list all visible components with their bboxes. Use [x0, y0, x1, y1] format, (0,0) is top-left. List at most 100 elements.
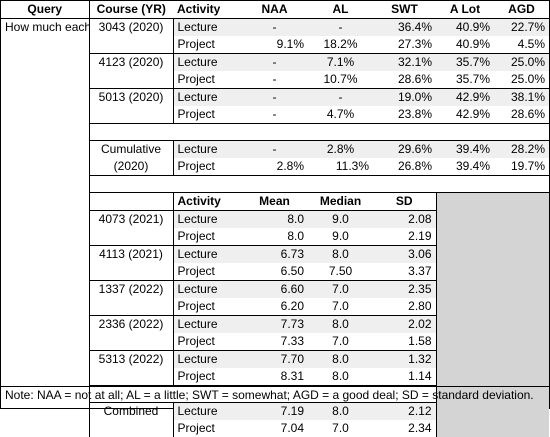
median-cell: 7.50 [308, 263, 373, 281]
median-cell: 8.0 [308, 316, 373, 334]
median-cell: 9.0 [308, 228, 373, 246]
activity-cell: Lecture [173, 281, 241, 299]
activity-cell: Lecture [173, 141, 241, 159]
spacer-row [1, 124, 549, 141]
mean-cell: 7.70 [241, 351, 308, 369]
activity-cell: Project [173, 333, 241, 351]
course-label: 5013 (2020) [89, 89, 173, 124]
activity-cell: Lecture [173, 316, 241, 334]
course-label: 5313 (2022) [89, 351, 173, 386]
naa-cell: - [241, 89, 308, 107]
activity-cell: Lecture [173, 19, 241, 37]
activity-cell: Lecture [173, 403, 241, 421]
alot-cell: 40.9% [436, 19, 494, 37]
activity-cell: Project [173, 298, 241, 316]
alot-cell: 35.7% [436, 54, 494, 72]
median-cell: 7.0 [308, 298, 373, 316]
activity-cell: Project [173, 158, 241, 176]
al-cell: 18.2% [308, 36, 373, 54]
median-cell: 7.0 [308, 333, 373, 351]
mean-cell: 7.33 [241, 333, 308, 351]
alot-cell: 42.9% [436, 89, 494, 107]
swt-cell: 32.1% [373, 54, 436, 72]
alot-cell: 39.4% [436, 158, 494, 176]
agd-cell: 25.0% [494, 54, 549, 72]
cumulative-label-line1: Cumulative [89, 141, 173, 159]
naa-cell: - [241, 71, 308, 89]
table-note: Note: NAA = not at all; AL = a little; S… [1, 387, 549, 405]
activity-cell: Lecture [173, 211, 241, 229]
median-cell: 8.0 [308, 368, 373, 386]
mean-cell: 8.31 [241, 368, 308, 386]
agd-cell: 28.2% [494, 141, 549, 159]
agd-cell: 19.7% [494, 158, 549, 176]
al-cell: 10.7% [308, 71, 373, 89]
spacer-row [1, 176, 549, 193]
mean-cell: 6.60 [241, 281, 308, 299]
agd-cell: 4.5% [494, 36, 549, 54]
al-cell: 2.8% [308, 141, 373, 159]
agd-cell: 38.1% [494, 89, 549, 107]
sd-cell: 1.32 [373, 351, 436, 369]
naa-cell: 2.8% [241, 158, 308, 176]
course-label: Combined [89, 403, 173, 437]
sd-cell: 3.37 [373, 263, 436, 281]
mean-cell: 6.50 [241, 263, 308, 281]
header-agd: AGD [494, 1, 549, 19]
activity-cell: Lecture [173, 89, 241, 107]
header-course: Course (YR) [89, 1, 173, 19]
course-label: 4123 (2020) [89, 54, 173, 89]
mean-cell: 8.0 [241, 228, 308, 246]
agd-cell: 22.7% [494, 19, 549, 37]
header-activity: Activity [173, 1, 241, 19]
al-cell: 11.3% [308, 158, 373, 176]
al-cell: - [308, 19, 373, 37]
header-swt: SWT [373, 1, 436, 19]
sd-cell: 2.35 [373, 281, 436, 299]
sd-cell: 1.14 [373, 368, 436, 386]
activity-cell: Lecture [173, 54, 241, 72]
swt-cell: 27.3% [373, 36, 436, 54]
activity-cell: Lecture [173, 351, 241, 369]
course-label: 3043 (2020) [89, 19, 173, 54]
cumulative-label-line2: (2020) [89, 158, 173, 176]
query-text: How much each…added to your understandin… [1, 19, 89, 124]
activity-cell: Project [173, 71, 241, 89]
stats-header-row: Activity Mean Median SD [1, 193, 549, 211]
median-cell: 7.0 [308, 281, 373, 299]
mean-cell: 6.20 [241, 298, 308, 316]
table-row: How much each…added to your understandin… [1, 19, 549, 37]
naa-cell: 9.1% [241, 36, 308, 54]
sd-cell: 2.08 [373, 211, 436, 229]
stats-header-activity: Activity [173, 193, 241, 211]
swt-cell: 23.8% [373, 106, 436, 124]
sd-cell: 2.12 [373, 403, 436, 421]
mean-cell: 7.04 [241, 420, 308, 437]
al-cell: 4.7% [308, 106, 373, 124]
al-cell: - [308, 89, 373, 107]
header-alot: A Lot [436, 1, 494, 19]
header-naa: NAA [241, 1, 308, 19]
activity-cell: Project [173, 263, 241, 281]
results-table-figure: Query Course (YR) Activity NAA AL SWT A … [0, 0, 550, 409]
alot-cell: 42.9% [436, 106, 494, 124]
median-cell: 9.0 [308, 211, 373, 229]
swt-cell: 29.6% [373, 141, 436, 159]
median-cell: 8.0 [308, 351, 373, 369]
course-label: 2336 (2022) [89, 316, 173, 351]
sd-cell: 2.34 [373, 420, 436, 437]
naa-cell: - [241, 106, 308, 124]
header-query: Query [1, 1, 89, 19]
swt-cell: 19.0% [373, 89, 436, 107]
naa-cell: - [241, 54, 308, 72]
header-al: AL [308, 1, 373, 19]
sd-cell: 2.19 [373, 228, 436, 246]
alot-cell: 39.4% [436, 141, 494, 159]
activity-cell: Project [173, 36, 241, 54]
sd-cell: 1.58 [373, 333, 436, 351]
alot-cell: 35.7% [436, 71, 494, 89]
course-label: 1337 (2022) [89, 281, 173, 316]
alot-cell: 40.9% [436, 36, 494, 54]
swt-cell: 28.6% [373, 71, 436, 89]
naa-cell: - [241, 141, 308, 159]
